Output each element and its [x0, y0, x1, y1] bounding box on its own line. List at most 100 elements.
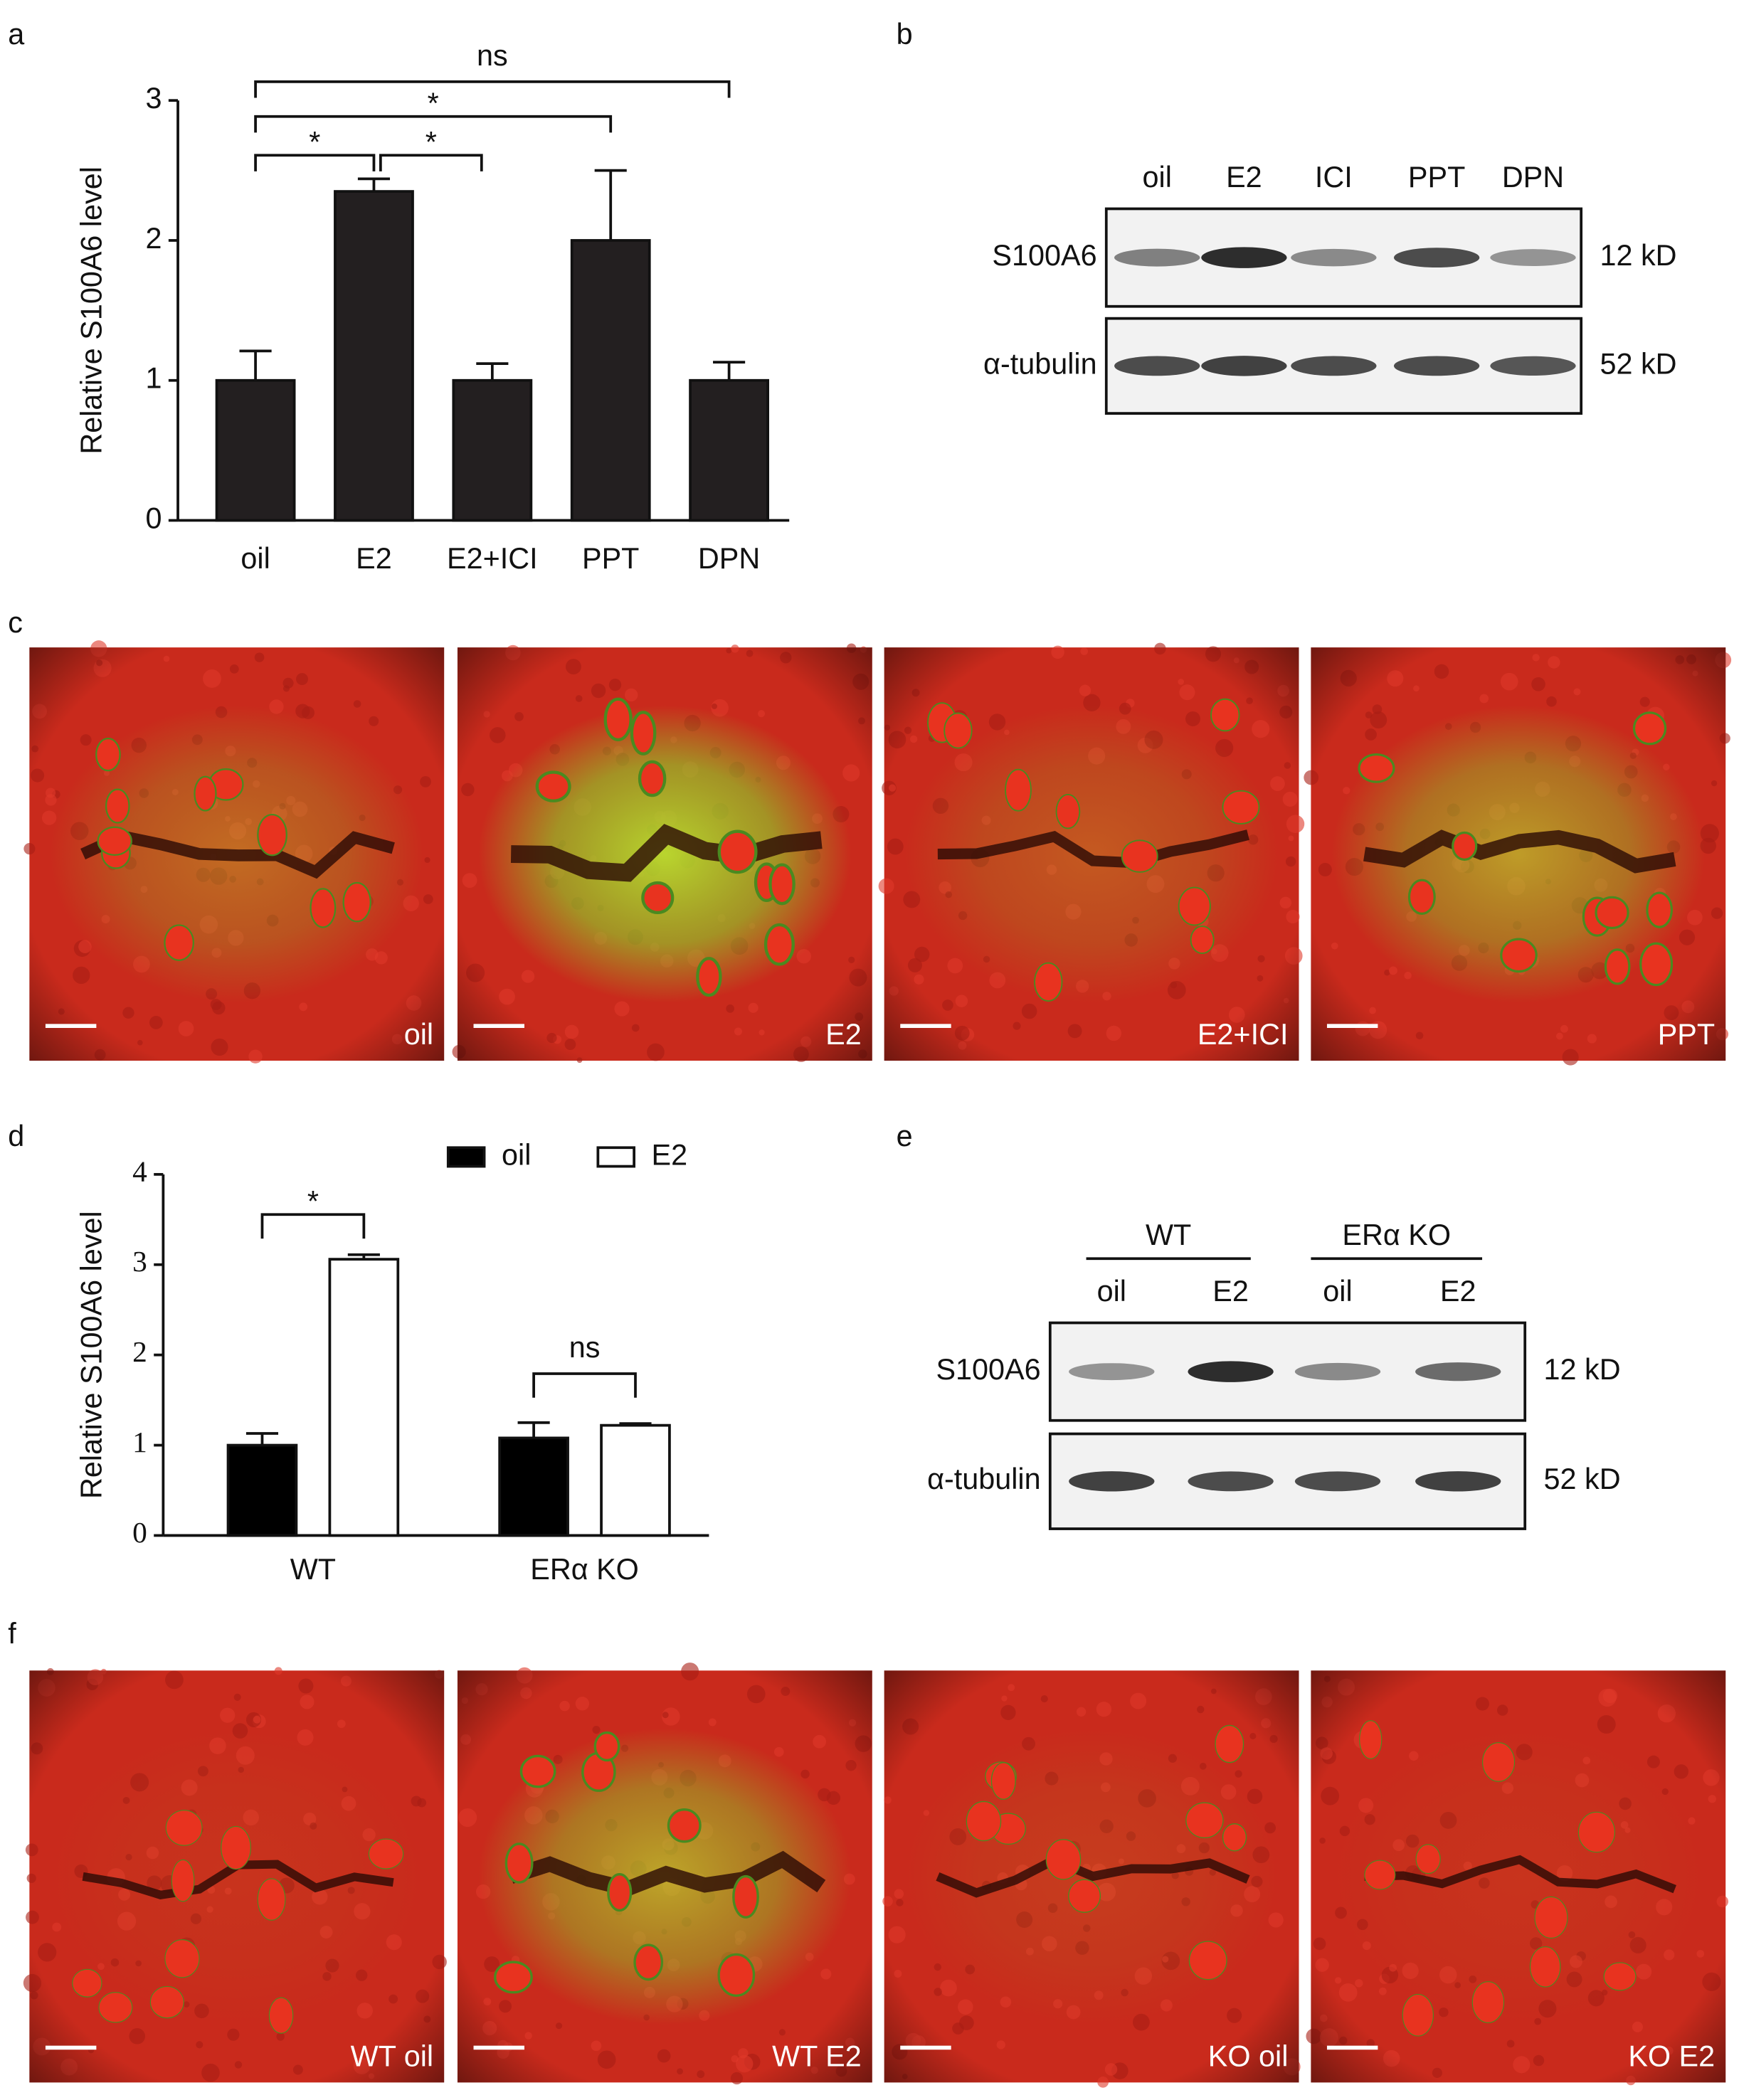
significance-bracket — [532, 1372, 637, 1398]
error-bar — [357, 177, 391, 192]
lane-label: E2 — [1440, 1275, 1476, 1308]
x-tick-label: PPT — [582, 542, 639, 575]
micrograph: PPT — [1304, 647, 1732, 1066]
significance-label: * — [309, 126, 320, 159]
vignette — [1311, 647, 1726, 1061]
error-bar — [245, 1432, 279, 1446]
y-tick-label: 1 — [145, 362, 162, 395]
x-tick-label: DPN — [698, 542, 760, 575]
group-label: WT — [1146, 1219, 1191, 1251]
lane-label: oil — [1143, 161, 1172, 193]
lane-label: E2 — [1212, 1275, 1249, 1308]
size-label: 12 kD — [1544, 1353, 1621, 1386]
bar — [570, 239, 651, 522]
blot-band — [1069, 1471, 1155, 1492]
bar — [334, 190, 414, 522]
image-label: KO oil — [1208, 2040, 1289, 2072]
panel-label: c — [8, 606, 23, 639]
error-bar — [476, 362, 509, 381]
vignette — [457, 1670, 872, 2083]
vignette — [29, 647, 445, 1061]
y-axis-label: Relative S100A6 level — [75, 1211, 108, 1499]
lane-label: DPN — [1502, 161, 1564, 193]
bar — [215, 378, 296, 522]
significance-bracket — [254, 154, 376, 171]
bar — [498, 1436, 569, 1537]
blot-band — [1201, 247, 1287, 268]
protein-label: S100A6 — [936, 1353, 1040, 1386]
micrograph: oil — [23, 640, 445, 1064]
significance-bracket — [379, 154, 483, 171]
image-label: PPT — [1658, 1018, 1715, 1051]
significance-bracket — [254, 115, 613, 133]
protein-label: S100A6 — [992, 239, 1096, 272]
image-label: WT oil — [351, 2040, 433, 2072]
blot-band — [1415, 1471, 1501, 1492]
vignette — [29, 1670, 445, 2083]
blot-band — [1294, 1471, 1381, 1492]
blot-band — [1393, 248, 1480, 268]
blot-band — [1188, 1471, 1274, 1492]
size-label: 12 kD — [1600, 239, 1676, 272]
x-tick-label: ERα KO — [530, 1553, 639, 1586]
significance-bracket — [260, 1213, 366, 1239]
legend-label: E2 — [652, 1138, 688, 1171]
significance-label: * — [307, 1185, 319, 1218]
y-tick-label: 3 — [132, 1245, 147, 1278]
blot-band — [1393, 356, 1480, 376]
lane-label: E2 — [1226, 161, 1262, 193]
y-axis-label: Relative S100A6 level — [75, 166, 108, 455]
blot-band — [1114, 248, 1200, 267]
size-label: 52 kD — [1544, 1463, 1621, 1495]
blot-band — [1490, 356, 1576, 376]
image-label: E2+ICI — [1198, 1018, 1289, 1051]
vignette — [884, 1670, 1299, 2083]
y-tick-label: 4 — [132, 1155, 147, 1187]
micrograph: WT oil — [23, 1667, 447, 2083]
micrograph: E2+ICI — [878, 642, 1305, 1061]
error-bar — [476, 362, 509, 381]
significance-label: ns — [477, 39, 508, 72]
blot-band — [1291, 356, 1377, 376]
error-bar — [713, 361, 746, 381]
error-bar — [239, 349, 272, 381]
y-tick-label: 2 — [145, 222, 162, 255]
error-bar — [239, 349, 272, 381]
micrograph: WT E2 — [457, 1662, 872, 2085]
y-tick-label: 0 — [145, 502, 162, 534]
blot-band — [1114, 356, 1200, 376]
error-bar — [594, 169, 627, 240]
image-label: WT E2 — [772, 2040, 862, 2072]
micrograph: KO oil — [882, 1670, 1301, 2088]
blot-band — [1069, 1363, 1155, 1381]
panel-label: a — [8, 18, 24, 51]
panel-label: f — [8, 1617, 16, 1650]
bar — [226, 1443, 298, 1537]
panel-label: b — [897, 18, 913, 51]
error-bar — [594, 169, 627, 240]
image-label: oil — [404, 1018, 433, 1051]
error-bar — [245, 1432, 279, 1446]
lane-label: oil — [1323, 1275, 1352, 1308]
significance-label: ns — [569, 1331, 601, 1364]
legend-swatch — [446, 1146, 486, 1168]
blot-band — [1201, 356, 1287, 376]
group-label: ERα KO — [1342, 1219, 1451, 1251]
bar — [452, 378, 533, 522]
y-tick-label: 1 — [132, 1426, 147, 1458]
bar — [328, 1258, 400, 1537]
significance-label: * — [428, 88, 439, 120]
panel-label: d — [8, 1120, 24, 1152]
protein-label: α-tubulin — [927, 1463, 1041, 1495]
micrograph: E2 — [452, 643, 872, 1064]
error-bar — [713, 361, 746, 381]
blot-band — [1294, 1362, 1381, 1381]
blot-band — [1188, 1361, 1274, 1382]
vignette — [457, 647, 872, 1061]
image-label: KO E2 — [1628, 2040, 1715, 2072]
micrograph: KO E2 — [1306, 1670, 1729, 2086]
blot-band — [1415, 1362, 1501, 1382]
lane-label: ICI — [1315, 161, 1353, 193]
